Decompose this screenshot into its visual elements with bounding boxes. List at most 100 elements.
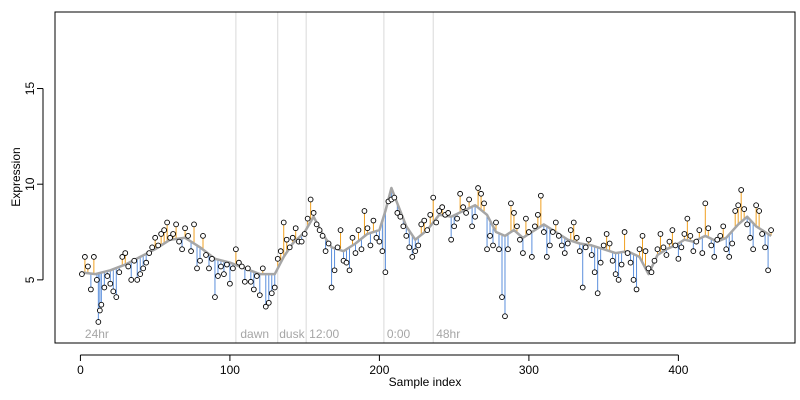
phase-label: dawn <box>240 327 269 341</box>
data-point <box>358 246 365 253</box>
data-point <box>681 231 688 237</box>
data-point <box>230 265 236 272</box>
data-point <box>104 273 111 279</box>
data-point <box>609 257 616 264</box>
data-point <box>642 248 649 255</box>
data-point <box>325 240 332 247</box>
data-point <box>224 261 230 268</box>
data-point <box>618 261 625 268</box>
data-point <box>292 225 299 232</box>
data-point <box>79 271 85 277</box>
data-point <box>94 277 100 283</box>
data-point <box>735 202 742 209</box>
data-point <box>256 292 263 299</box>
data-point <box>301 231 308 237</box>
data-point <box>134 277 141 283</box>
data-point <box>289 234 296 241</box>
data-point <box>406 244 413 251</box>
data-point <box>555 233 562 239</box>
data-point <box>436 208 443 214</box>
data-point <box>627 259 634 266</box>
data-point <box>514 223 520 230</box>
data-point <box>612 271 619 277</box>
data-point <box>119 254 126 260</box>
data-point <box>403 233 410 239</box>
fitted-expression-line <box>80 186 772 276</box>
x-tick-label: 400 <box>668 363 688 377</box>
data-point <box>209 255 215 262</box>
data-point <box>155 242 162 249</box>
data-point <box>191 221 197 228</box>
data-point <box>570 219 577 226</box>
data-point <box>699 250 706 256</box>
data-point <box>361 208 368 214</box>
data-point <box>633 286 640 293</box>
data-point <box>277 248 284 255</box>
data-point <box>82 254 88 260</box>
data-point <box>684 215 691 222</box>
data-point <box>259 265 266 272</box>
data-point <box>283 236 290 243</box>
data-point <box>535 211 541 218</box>
data-point <box>687 233 694 239</box>
data-point <box>242 278 248 285</box>
data-point <box>322 248 329 255</box>
data-point <box>182 225 188 232</box>
data-point <box>430 194 437 201</box>
data-point <box>227 280 233 287</box>
data-point <box>466 196 472 203</box>
fit-line-group <box>80 186 772 276</box>
data-point <box>85 263 91 270</box>
data-point <box>558 242 565 249</box>
data-point <box>250 286 257 293</box>
data-point <box>161 227 167 233</box>
phase-label: 24hr <box>85 327 109 341</box>
data-point <box>654 246 661 253</box>
data-point <box>427 211 434 218</box>
data-point <box>319 233 326 239</box>
phase-marker-group <box>235 12 434 343</box>
data-point <box>723 246 730 253</box>
data-point <box>328 284 335 291</box>
data-point <box>310 210 317 216</box>
data-point <box>738 187 745 193</box>
data-point <box>349 234 356 241</box>
data-point <box>463 210 469 216</box>
data-point <box>367 242 374 249</box>
data-point <box>412 248 419 255</box>
data-point <box>714 236 721 243</box>
phase-label: dusk <box>279 327 305 341</box>
data-point <box>603 231 610 237</box>
data-point <box>493 219 499 226</box>
data-point <box>669 227 676 233</box>
data-point <box>200 233 206 239</box>
data-point <box>185 233 191 239</box>
data-point <box>621 229 628 235</box>
data-point <box>397 213 404 220</box>
phase-label: 48hr <box>436 327 460 341</box>
data-point <box>564 240 571 247</box>
data-point <box>538 192 544 199</box>
data-point <box>265 299 272 306</box>
data-point <box>268 290 275 297</box>
data-point <box>131 257 138 264</box>
data-point <box>194 265 200 272</box>
data-point <box>690 248 697 255</box>
data-point <box>457 190 463 197</box>
data-point <box>696 227 703 233</box>
data-point <box>472 213 478 220</box>
data-point <box>597 259 604 266</box>
data-point <box>481 200 487 207</box>
data-point <box>439 204 446 211</box>
data-point <box>600 242 607 249</box>
data-point <box>753 202 759 209</box>
x-tick-label: 100 <box>220 363 240 377</box>
data-point <box>490 242 496 249</box>
data-point <box>262 303 269 310</box>
data-point <box>233 246 239 253</box>
data-point <box>274 255 281 262</box>
data-point <box>146 250 153 256</box>
data-point <box>176 238 182 245</box>
data-point <box>579 284 586 291</box>
